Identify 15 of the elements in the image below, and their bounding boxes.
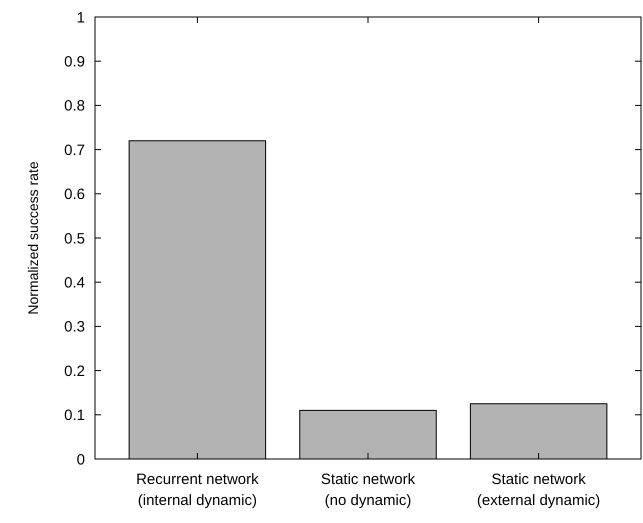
y-tick-label: 0.7 bbox=[64, 142, 85, 159]
y-axis-title: Normalized success rate bbox=[25, 161, 41, 315]
y-tick-label: 0.5 bbox=[64, 230, 85, 248]
y-tick-label: 1 bbox=[76, 9, 85, 26]
x-tick-label: Recurrent network (internal dynamic) bbox=[136, 471, 260, 509]
y-tick-label: 0.2 bbox=[64, 362, 85, 380]
y-tick-label: 0.8 bbox=[64, 98, 85, 115]
y-tick-label: 0.4 bbox=[64, 274, 85, 292]
y-tick-label: 0.3 bbox=[64, 318, 85, 336]
y-tick-label: 0.6 bbox=[64, 186, 85, 204]
y-tick-label: 0.1 bbox=[64, 407, 85, 424]
y-tick-label: 0.9 bbox=[64, 53, 85, 70]
y-tick-label: 0 bbox=[76, 451, 85, 468]
x-tick-label: Static network (no dynamic) bbox=[320, 471, 416, 509]
x-tick-label: Static network (external dynamic) bbox=[476, 471, 600, 509]
